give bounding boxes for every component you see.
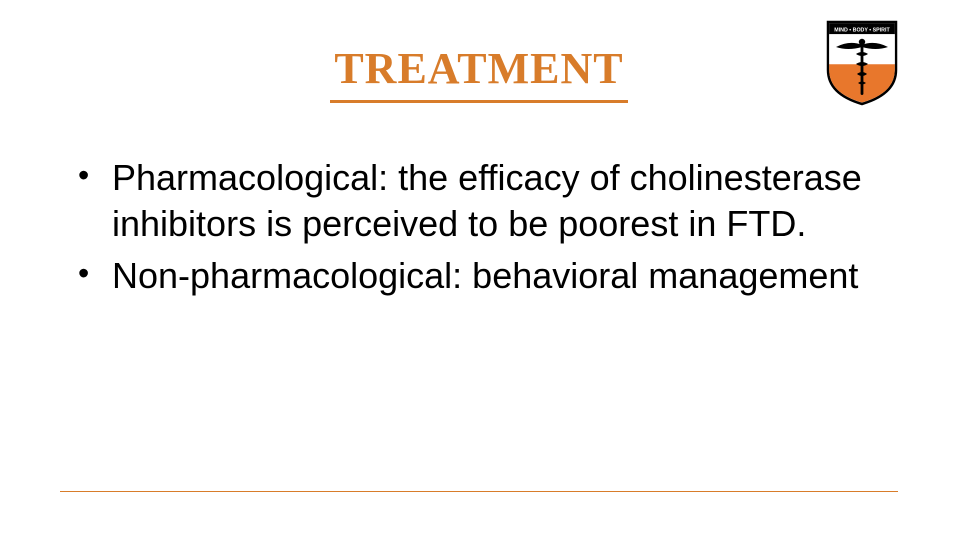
logo-banner-text: MIND • BODY • SPIRIT — [834, 27, 890, 33]
bullet-text: Non-pharmacological: behavioral manageme… — [112, 255, 858, 296]
bullet-item: Pharmacological: the efficacy of choline… — [70, 155, 888, 247]
slide-title-text: TREATMENT — [330, 43, 627, 103]
bullet-list: Pharmacological: the efficacy of choline… — [70, 155, 888, 305]
shield-logo: MIND • BODY • SPIRIT — [826, 20, 898, 106]
slide-title: TREATMENT — [0, 43, 958, 103]
bullet-item: Non-pharmacological: behavioral manageme… — [70, 253, 888, 299]
bottom-divider — [60, 491, 898, 492]
bullet-text: Pharmacological: the efficacy of choline… — [112, 157, 862, 244]
slide: TREATMENT MIND • BODY • SPIRIT Pharmacol… — [0, 0, 958, 540]
